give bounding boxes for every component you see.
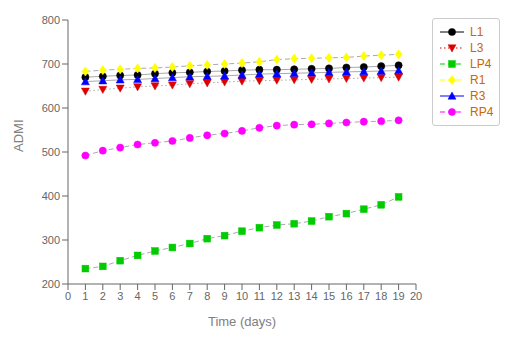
svg-text:8: 8 (204, 290, 210, 302)
svg-text:7: 7 (187, 290, 193, 302)
svg-text:600: 600 (42, 102, 60, 114)
svg-text:800: 800 (42, 14, 60, 26)
svg-text:16: 16 (340, 290, 352, 302)
html-text:RP4: RP4 (470, 105, 494, 119)
svg-text:ADMI: ADMI (11, 120, 26, 153)
svg-text:12: 12 (271, 290, 283, 302)
svg-text:17: 17 (358, 290, 370, 302)
svg-text:300: 300 (42, 234, 60, 246)
html-text:L1: L1 (470, 25, 484, 39)
html-text:R1: R1 (470, 73, 486, 87)
svg-text:14: 14 (305, 290, 317, 302)
svg-text:2: 2 (100, 290, 106, 302)
svg-text:18: 18 (375, 290, 387, 302)
svg-text:13: 13 (288, 290, 300, 302)
html-text:R3: R3 (470, 89, 486, 103)
svg-text:15: 15 (323, 290, 335, 302)
svg-text:1: 1 (82, 290, 88, 302)
svg-text:10: 10 (236, 290, 248, 302)
svg-text:Time (days): Time (days) (208, 314, 276, 329)
html-text:L3: L3 (470, 41, 484, 55)
svg-text:400: 400 (42, 190, 60, 202)
svg-text:3: 3 (117, 290, 123, 302)
svg-text:5: 5 (152, 290, 158, 302)
svg-text:500: 500 (42, 146, 60, 158)
svg-text:9: 9 (222, 290, 228, 302)
svg-text:20: 20 (410, 290, 422, 302)
svg-text:200: 200 (42, 278, 60, 290)
svg-text:19: 19 (392, 290, 404, 302)
svg-text:11: 11 (254, 290, 265, 302)
svg-text:6: 6 (169, 290, 175, 302)
svg-text:0: 0 (65, 290, 71, 302)
html-text:LP4: LP4 (470, 57, 492, 71)
svg-text:700: 700 (42, 58, 60, 70)
svg-text:4: 4 (135, 290, 141, 302)
